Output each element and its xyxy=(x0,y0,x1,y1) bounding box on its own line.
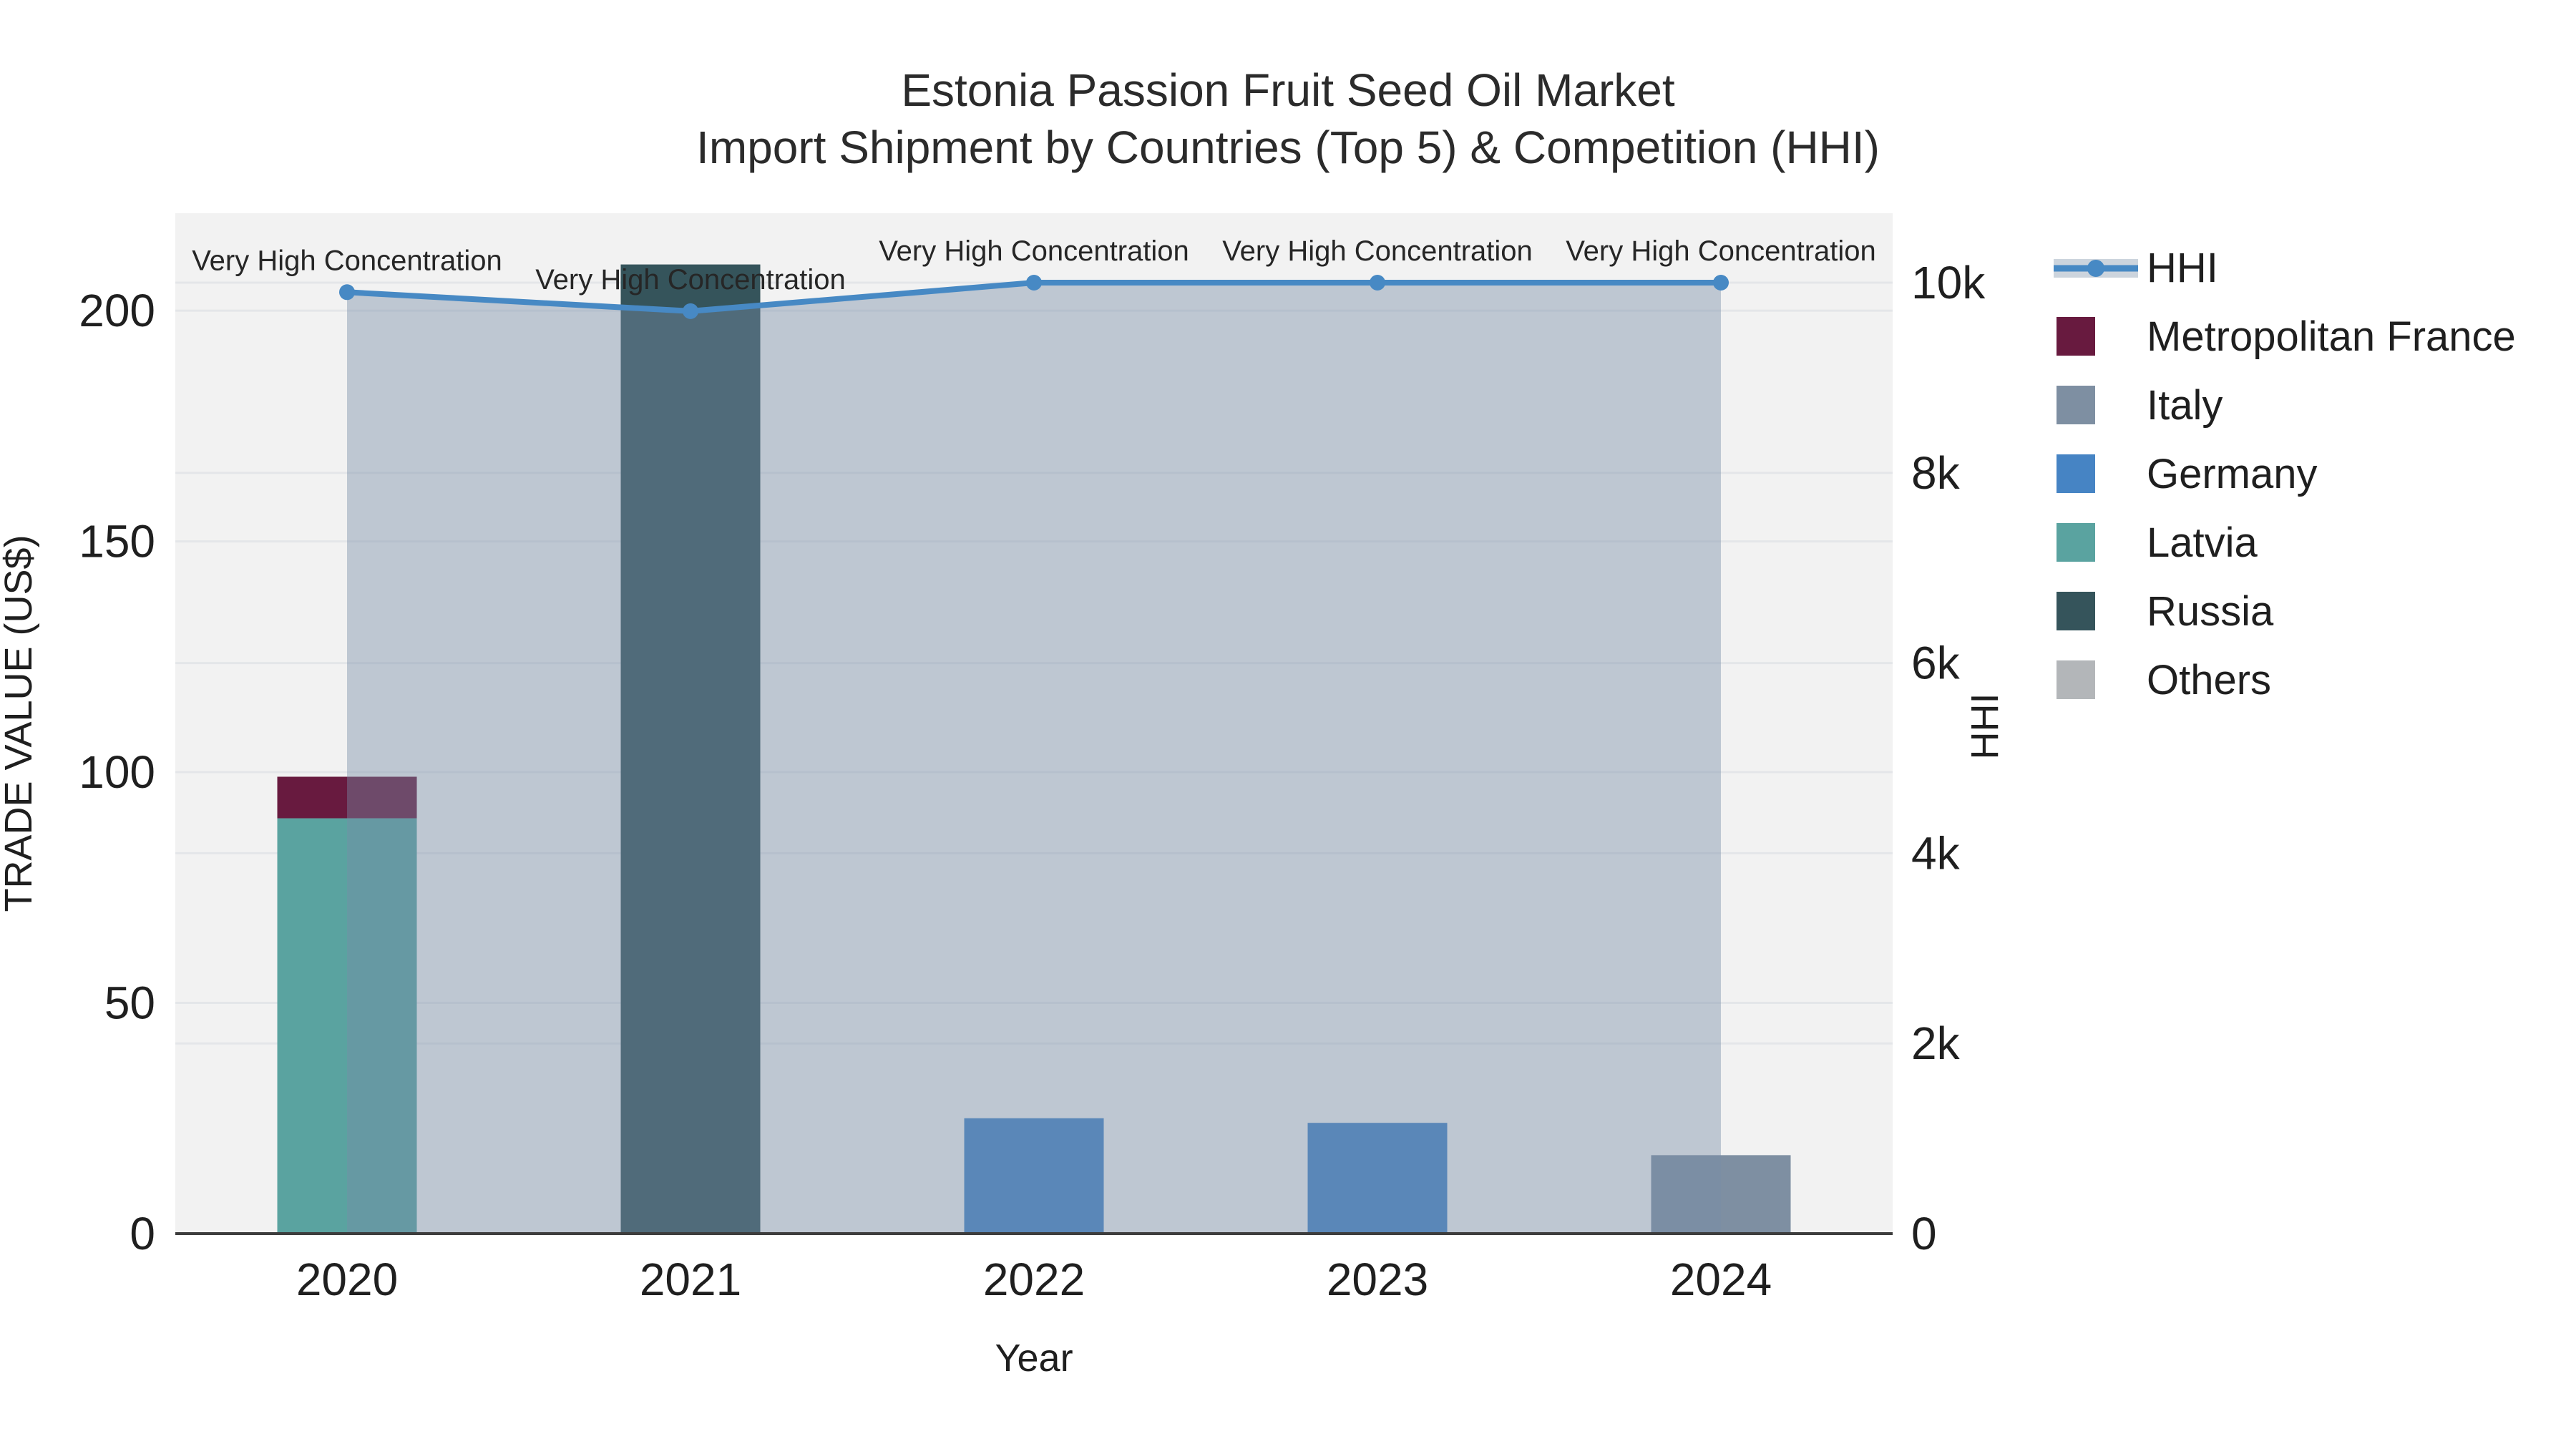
bar-metropolitan-france-2020[interactable] xyxy=(277,776,417,819)
bar-germany-2022[interactable] xyxy=(964,1118,1104,1234)
annotation-very-high-concentration-2022: Very High Concentration xyxy=(879,235,1189,267)
x-axis-title: Year xyxy=(995,1337,1073,1380)
chart-title: Estonia Passion Fruit Seed Oil Market Im… xyxy=(0,62,2576,176)
y2-tick-4k: 4k xyxy=(1911,827,1961,879)
legend-item-others[interactable]: Others xyxy=(2052,645,2516,714)
legend-label-latvia: Latvia xyxy=(2147,519,2258,566)
legend-label-hhi: HHI xyxy=(2147,244,2218,291)
y-tick-0: 0 xyxy=(130,1208,155,1259)
legend-swatch-wrap-germany xyxy=(2052,454,2147,493)
y2-tick-6k: 6k xyxy=(1911,638,1961,689)
annotation-very-high-concentration-2023: Very High Concentration xyxy=(1222,235,1533,267)
y2-tick-2k: 2k xyxy=(1911,1018,1961,1069)
legend-swatch-italy xyxy=(2057,386,2095,424)
y-tick-50: 50 xyxy=(104,977,155,1029)
y-tick-200: 200 xyxy=(79,285,155,336)
hhi-marker-2020[interactable] xyxy=(339,284,355,301)
annotation-very-high-concentration-2020: Very High Concentration xyxy=(192,245,502,276)
legend-swatch-wrap-italy xyxy=(2052,386,2147,424)
x-tick-2023: 2023 xyxy=(1327,1254,1428,1305)
legend-swatch-wrap-russia xyxy=(2052,592,2147,630)
hhi-fill-area xyxy=(347,283,1721,1234)
bar-latvia-2020[interactable] xyxy=(277,818,417,1234)
x-tick-2022: 2022 xyxy=(983,1254,1085,1305)
hhi-marker-2022[interactable] xyxy=(1026,275,1042,291)
plot-background xyxy=(175,213,1893,1235)
hhi-marker-2021[interactable] xyxy=(683,303,698,319)
legend-swatch-wrap-metropolitan-france xyxy=(2052,317,2147,356)
legend-swatch-metropolitan-france xyxy=(2057,317,2095,356)
legend-line-sample-hhi xyxy=(2052,245,2147,290)
x-tick-2020: 2020 xyxy=(296,1254,398,1305)
hhi-marker-2024[interactable] xyxy=(1713,275,1729,291)
legend-item-russia[interactable]: Russia xyxy=(2052,577,2516,645)
legend-item-hhi[interactable]: HHI xyxy=(2052,233,2516,302)
y2-tick-0: 0 xyxy=(1911,1208,1937,1259)
legend-label-russia: Russia xyxy=(2147,587,2274,635)
y2-axis-title: HHI xyxy=(1963,693,2006,760)
legend-item-germany[interactable]: Germany xyxy=(2052,439,2516,508)
legend-swatch-latvia xyxy=(2057,523,2095,562)
legend-label-others: Others xyxy=(2147,656,2272,703)
x-tick-2024: 2024 xyxy=(1670,1254,1772,1305)
legend-swatch-others xyxy=(2057,660,2095,699)
hhi-marker-2023[interactable] xyxy=(1370,275,1385,291)
bar-germany-2023[interactable] xyxy=(1307,1123,1448,1234)
y-axis-title: TRADE VALUE (US$) xyxy=(0,535,40,912)
legend-item-metropolitan-france[interactable]: Metropolitan France xyxy=(2052,302,2516,371)
y2-tick-10k: 10k xyxy=(1911,257,1986,308)
y-tick-150: 150 xyxy=(79,516,155,567)
legend-item-latvia[interactable]: Latvia xyxy=(2052,508,2516,577)
legend-swatch-germany xyxy=(2057,454,2095,493)
bar-italy-2024[interactable] xyxy=(1651,1155,1791,1234)
legend-label-metropolitan-france: Metropolitan France xyxy=(2147,313,2516,360)
legend-label-germany: Germany xyxy=(2147,450,2318,497)
legend-swatch-russia xyxy=(2057,592,2095,630)
chart-title-line1: Estonia Passion Fruit Seed Oil Market xyxy=(901,64,1675,116)
legend: HHI Metropolitan France Italy Germany Latvia… xyxy=(2052,233,2516,714)
y-tick-100: 100 xyxy=(79,746,155,798)
x-tick-2021: 2021 xyxy=(640,1254,741,1305)
annotation-very-high-concentration-2024: Very High Concentration xyxy=(1566,235,1876,267)
chart-title-line2: Import Shipment by Countries (Top 5) & C… xyxy=(696,122,1880,173)
legend-item-italy[interactable]: Italy xyxy=(2052,371,2516,439)
legend-label-italy: Italy xyxy=(2147,381,2223,429)
legend-swatch-wrap-others xyxy=(2052,660,2147,699)
legend-swatch-wrap-latvia xyxy=(2052,523,2147,562)
annotation-very-high-concentration-2021: Very High Concentration xyxy=(535,264,846,296)
bar-russia-2021[interactable] xyxy=(620,264,761,1234)
y2-tick-8k: 8k xyxy=(1911,447,1961,499)
